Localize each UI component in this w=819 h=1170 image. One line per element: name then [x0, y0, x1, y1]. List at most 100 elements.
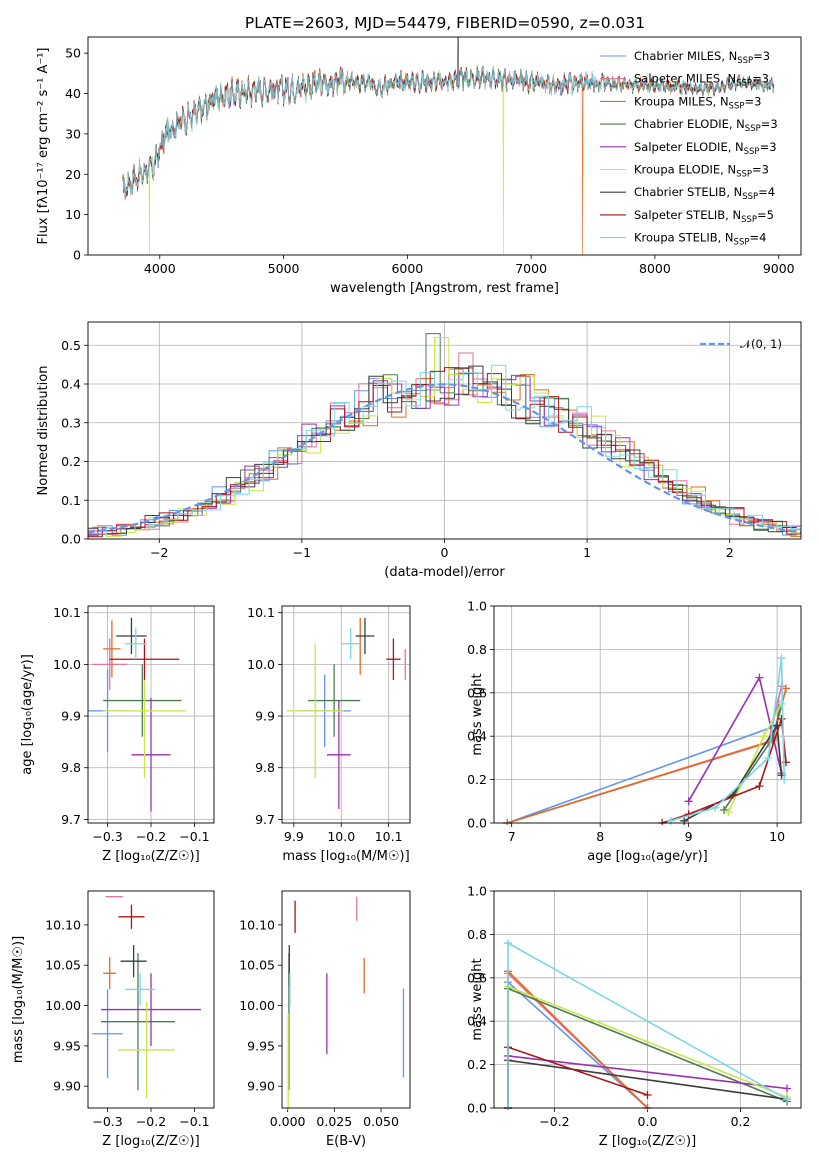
y-tick-label: 9.90	[53, 1079, 81, 1094]
legend-entry: Salpeter MILES, NSSP=3	[634, 72, 769, 89]
weight-marker	[643, 1090, 652, 1099]
y-tick-label: 10.05	[45, 958, 81, 973]
legend-entry: Kroupa ELODIE, NSSP=3	[634, 163, 769, 180]
x-tick-label: 1	[583, 545, 591, 560]
legend-name: Kroupa ELODIE, N	[634, 163, 736, 177]
spectrum-axes: 4000 5000 6000 7000 8000 9000 0 10 20 30 40 50	[65, 46, 795, 276]
legend-name: Salpeter ELODIE, N	[634, 140, 744, 154]
histogram-7	[88, 365, 797, 535]
y-tick-label: 10	[65, 207, 81, 222]
mass-age-frame	[281, 605, 411, 824]
legend-entry: Chabrier STELIB, NSSP=4	[634, 185, 775, 202]
legend-sub: SSP	[741, 215, 757, 225]
weight-marker	[764, 753, 773, 762]
y-tick-label: 9.90	[247, 1079, 275, 1094]
x-tick-label: −0.2	[539, 1114, 569, 1129]
legend-suffix: =3	[761, 117, 778, 131]
y-tick-label: 0.6	[467, 970, 487, 985]
x-tick-label: −1	[293, 545, 311, 560]
age-weight-lines	[503, 654, 790, 825]
weight-marker	[777, 699, 786, 708]
y-tick-label: 10.0	[53, 657, 81, 672]
x-tick-label: 7000	[515, 261, 547, 276]
weight-marker	[783, 1095, 792, 1104]
x-tick-label: 0	[441, 545, 449, 560]
weight-marker	[780, 775, 789, 784]
x-axis-label: mass [log₁₀(M/M☉)]	[282, 849, 409, 864]
x-axis-label: Z [log₁₀(Z/Z☉)]	[102, 849, 199, 864]
legend-name: Salpeter STELIB, N	[634, 208, 741, 222]
y-tick-label: 9.95	[247, 1038, 275, 1053]
legend-entry: Chabrier MILES, NSSP=3	[634, 49, 770, 66]
x-tick-label: −0.3	[92, 1114, 122, 1129]
legend-suffix: =3	[753, 49, 770, 63]
x-tick-label: 4000	[144, 261, 176, 276]
y-tick-label: 0.4	[467, 1014, 487, 1029]
y-tick-label: 10.10	[239, 917, 275, 932]
legend-suffix: =4	[758, 185, 775, 199]
y-axis-label: mass weight	[470, 958, 485, 1040]
y-tick-label: 0.5	[61, 338, 81, 353]
legend-name: Kroupa MILES, N	[634, 94, 729, 108]
weight-marker	[755, 673, 764, 682]
weight-marker	[666, 816, 675, 825]
y-tick-label: 0.2	[467, 1057, 487, 1072]
x-tick-label: 10.0	[327, 829, 355, 844]
weight-marker	[503, 939, 512, 948]
ebv-mass-points	[287, 896, 405, 1111]
z-mass-frame	[87, 890, 215, 1109]
y-tick-label: 0.0	[467, 1101, 487, 1116]
spectrum-series-9	[122, 65, 775, 201]
y-tick-label: 0.4	[61, 377, 81, 392]
legend-suffix: =3	[752, 72, 769, 86]
y-tick-label: 1.0	[467, 884, 487, 899]
residuals-frame	[87, 321, 802, 540]
legend-sub: SSP	[744, 147, 760, 157]
z-mass-points	[92, 895, 201, 1099]
x-axis-label: age [log₁₀(age/yr)]	[587, 849, 708, 864]
y-axis-label: Normed distribution	[36, 366, 51, 496]
y-tick-label: 9.8	[255, 760, 275, 775]
x-tick-label: 5000	[268, 261, 300, 276]
y-tick-label: 9.95	[53, 1038, 81, 1053]
gaussian-curve	[88, 383, 801, 534]
y-tick-label: 9.9	[61, 709, 81, 724]
z-mass-axes: −0.3 −0.2 −0.1 9.90 9.95 10.00 10.05 10.10	[45, 917, 209, 1129]
weight-marker	[724, 808, 733, 817]
x-axis-label: Z [log₁₀(Z/Z☉)]	[102, 1134, 199, 1149]
y-tick-label: 10.10	[45, 917, 81, 932]
y-tick-label: 0.3	[61, 415, 81, 430]
x-tick-label: 9	[685, 829, 693, 844]
legend-name: Kroupa STELIB, N	[634, 231, 734, 245]
legend-sub: SSP	[729, 101, 745, 111]
y-tick-label: 0.2	[61, 454, 81, 469]
y-axis-label: mass [log₁₀(M/M☉)]	[11, 936, 26, 1063]
x-axis-label: wavelength [Angstrom, rest frame]	[330, 281, 559, 296]
x-tick-label: 7	[508, 829, 516, 844]
y-tick-label: 0.2	[467, 772, 487, 787]
spectrum-legend: Chabrier MILES, NSSP=3 Salpeter MILES, NS…	[600, 49, 778, 248]
legend-sub: SSP	[736, 170, 752, 180]
x-tick-label: 0.025	[316, 1114, 352, 1129]
residual-histograms	[88, 333, 801, 538]
x-tick-label: −2	[150, 545, 168, 560]
x-tick-label: 2	[726, 545, 734, 560]
x-tick-label: 8	[596, 829, 604, 844]
legend-sub: SSP	[736, 79, 752, 89]
y-tick-label: 10.1	[53, 605, 81, 620]
x-tick-label: −0.2	[136, 1114, 166, 1129]
y-tick-label: 9.7	[255, 812, 275, 827]
y-tick-label: 0.1	[61, 493, 81, 508]
y-tick-label: 30	[65, 126, 81, 141]
y-tick-label: 10.1	[247, 605, 275, 620]
x-axis-label: Z [log₁₀(Z/Z☉)]	[599, 1134, 696, 1149]
y-tick-label: 0.0	[61, 532, 81, 547]
y-tick-label: 10.00	[45, 998, 81, 1013]
x-tick-label: 0.2	[731, 1114, 751, 1129]
z-weight-frame	[493, 890, 802, 1109]
histogram-6	[92, 337, 801, 538]
age-weight-frame	[493, 605, 802, 824]
histogram-3	[92, 368, 801, 537]
legend-sub: SSP	[745, 124, 761, 134]
